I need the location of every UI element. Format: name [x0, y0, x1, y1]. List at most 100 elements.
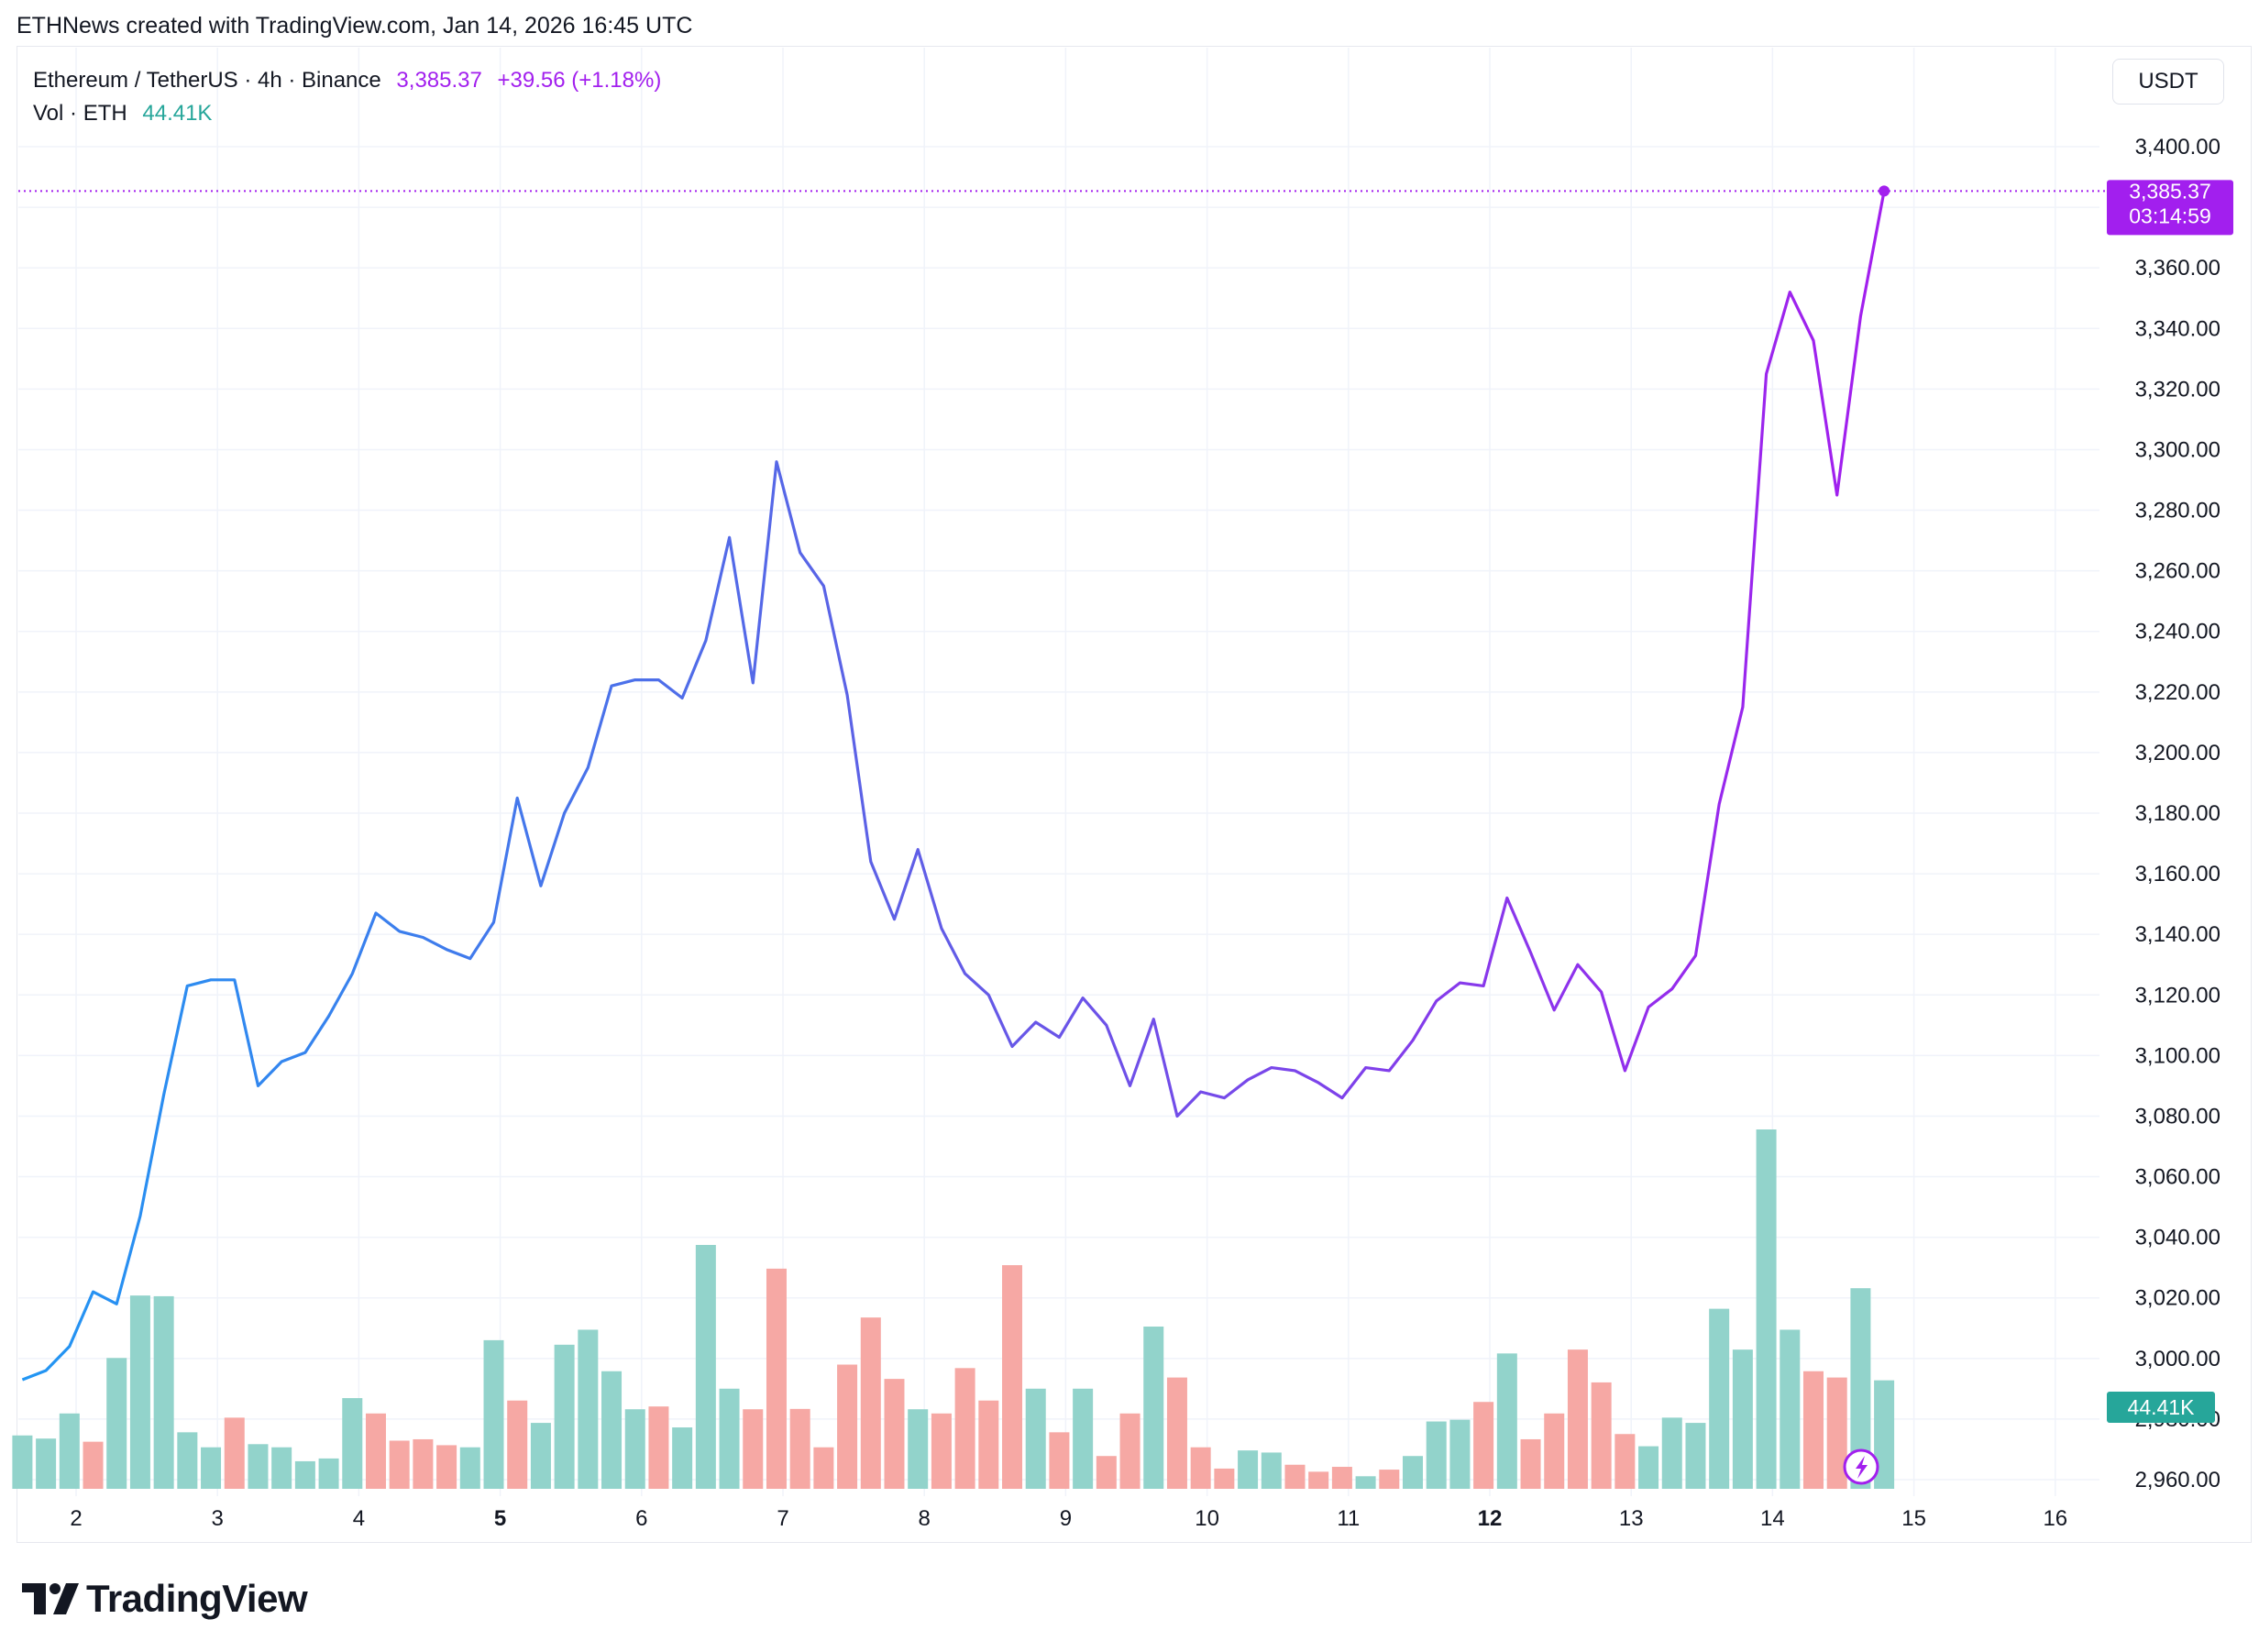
volume-bar: [1685, 1423, 1706, 1489]
volume-bar: [83, 1441, 104, 1489]
volume-bar: [1308, 1471, 1329, 1489]
volume-bar: [884, 1379, 905, 1489]
time-tick-label: 2: [70, 1506, 82, 1531]
last-price-dot: [1879, 185, 1890, 197]
chart-panel[interactable]: [17, 46, 2252, 1543]
volume-bar: [1826, 1377, 1847, 1489]
volume-bar: [201, 1447, 222, 1489]
volume-bar: [860, 1317, 881, 1489]
volume-bar: [1119, 1413, 1141, 1489]
volume-bar: [459, 1447, 480, 1489]
volume-bar: [436, 1445, 457, 1489]
volume-tag: 44.41K: [2107, 1392, 2215, 1423]
volume-bar: [106, 1358, 127, 1489]
volume-bar: [1261, 1452, 1282, 1489]
volume-bar: [12, 1435, 33, 1489]
flash-icon[interactable]: [1843, 1448, 1879, 1485]
volume-bar: [1874, 1380, 1895, 1489]
volume-bar: [1355, 1476, 1376, 1489]
price-tick-label: 3,200.00: [2135, 741, 2220, 765]
volume-bar: [813, 1447, 834, 1489]
volume-bar: [766, 1268, 787, 1489]
volume-bar: [719, 1388, 740, 1489]
volume-bar: [1709, 1308, 1730, 1489]
time-tick-label: 4: [353, 1506, 365, 1531]
volume-bar: [837, 1364, 858, 1489]
volume-bar: [36, 1438, 57, 1489]
price-tick-label: 3,060.00: [2135, 1165, 2220, 1190]
time-tick-label: 13: [1619, 1506, 1644, 1531]
price-tick-label: 3,020.00: [2135, 1286, 2220, 1311]
price-tick-label: 3,140.00: [2135, 922, 2220, 947]
volume-bar: [1331, 1467, 1352, 1489]
volume-bar: [1638, 1446, 1659, 1489]
price-tick-label: 3,320.00: [2135, 377, 2220, 402]
volume-bar: [1496, 1353, 1517, 1489]
volume-bar: [507, 1400, 528, 1489]
volume-bar: [1238, 1450, 1259, 1489]
volume-bar: [224, 1417, 245, 1489]
volume-bar: [672, 1427, 693, 1489]
time-tick-label: 3: [212, 1506, 224, 1531]
currency-unit-button[interactable]: USDT: [2112, 59, 2224, 105]
price-tick-label: 3,080.00: [2135, 1104, 2220, 1129]
volume-bar: [1780, 1329, 1801, 1489]
last-price-tag-countdown: 03:14:59: [2129, 204, 2211, 227]
volume-bar: [1473, 1402, 1494, 1489]
legend-symbol-row: Ethereum / TetherUS · 4h · Binance 3,385…: [33, 68, 670, 94]
volume-bar: [1591, 1382, 1612, 1489]
volume-bar: [1284, 1464, 1306, 1489]
volume-bar: [1614, 1434, 1636, 1489]
tradingview-logo-text: TradingView: [86, 1577, 308, 1620]
tradingview-logo[interactable]: TradingView: [22, 1577, 308, 1621]
volume-bar: [1073, 1388, 1094, 1489]
volume-bar: [318, 1458, 339, 1489]
volume-bar: [365, 1413, 386, 1489]
volume-bar: [1025, 1388, 1046, 1489]
volume-bar: [1166, 1377, 1187, 1489]
price-tick-label: 3,120.00: [2135, 983, 2220, 1008]
price-tick-label: 3,280.00: [2135, 499, 2220, 523]
price-tick-label: 3,240.00: [2135, 620, 2220, 644]
volume-bar: [483, 1339, 504, 1489]
volume-bar: [1049, 1432, 1070, 1489]
volume-bar: [271, 1447, 292, 1489]
time-tick-label: 5: [494, 1506, 506, 1531]
volume-bar: [1214, 1468, 1235, 1489]
volume-bar: [413, 1438, 434, 1489]
volume-bar: [954, 1368, 975, 1489]
price-tick-label: 3,360.00: [2135, 256, 2220, 281]
price-tick-label: 3,160.00: [2135, 862, 2220, 887]
volume-bar: [294, 1460, 315, 1489]
last-price-tag: 3,385.37 03:14:59: [2107, 179, 2233, 236]
volume-bar: [1567, 1349, 1588, 1489]
time-tick-label: 8: [919, 1506, 931, 1531]
volume-bar: [578, 1329, 599, 1489]
volume-bar: [648, 1406, 669, 1489]
time-axis: 2 3 4 5 6 7 8 9 10 11 12 13 14 15 16: [70, 1506, 2067, 1531]
volume-bar: [1143, 1327, 1164, 1489]
volume-bar: [1190, 1447, 1211, 1489]
legend-volume-row: Vol · ETH 44.41K: [33, 101, 221, 127]
volume-bar: [695, 1244, 716, 1489]
legend-volume-label: Vol · ETH: [33, 101, 127, 126]
volume-bar: [177, 1432, 198, 1489]
volume-bar: [601, 1371, 623, 1489]
volume-bar: [1520, 1438, 1541, 1489]
price-tick-label: 3,340.00: [2135, 316, 2220, 341]
volume-bar: [530, 1423, 551, 1489]
grid-lines: [18, 48, 2099, 1496]
last-price-tag-price: 3,385.37: [2129, 179, 2211, 203]
volume-bars: [12, 1129, 1895, 1489]
time-tick-label: 11: [1337, 1506, 1360, 1531]
volume-bar: [1661, 1417, 1682, 1489]
volume-bar: [1002, 1265, 1023, 1489]
price-tick-label: 3,260.00: [2135, 559, 2220, 584]
volume-bar: [248, 1444, 269, 1489]
legend-symbol: Ethereum / TetherUS · 4h · Binance: [33, 68, 381, 93]
price-tick-label: 3,220.00: [2135, 680, 2220, 705]
price-tick-label: 3,100.00: [2135, 1043, 2220, 1068]
price-tick-label: 3,000.00: [2135, 1347, 2220, 1371]
volume-bar: [1544, 1413, 1565, 1489]
